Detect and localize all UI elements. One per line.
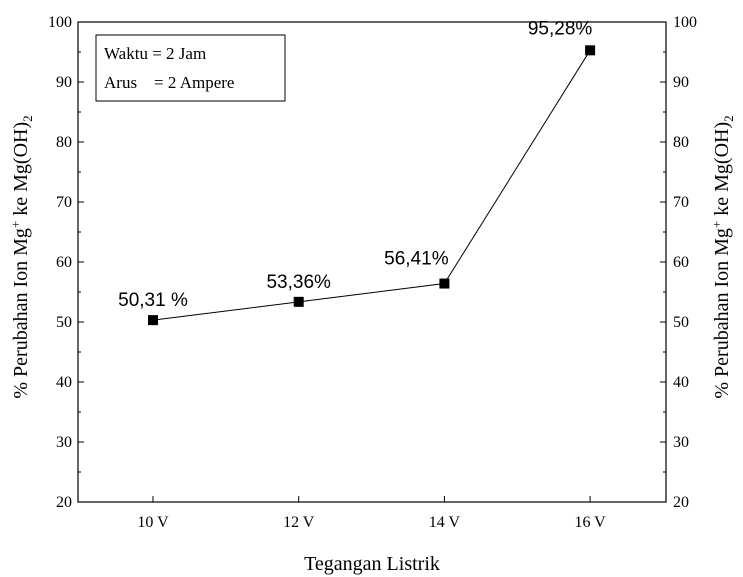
y-tick-label-left: 100 <box>48 14 72 31</box>
y-tick-label-left: 20 <box>56 494 72 511</box>
y-tick-label-right: 60 <box>673 254 689 271</box>
y-title-sup: + <box>8 221 23 228</box>
x-tick-label: 16 V <box>574 514 606 531</box>
y-tick-label-right: 80 <box>673 134 689 151</box>
series-line <box>152 50 591 321</box>
y-tick-label-right: 90 <box>673 74 689 91</box>
y-title-middle: ke Mg(OH) <box>10 122 32 221</box>
y-axis-title-right: % Perubahan Ion Mg+ ke Mg(OH)2 <box>709 100 738 423</box>
y-title-right-middle: ke Mg(OH) <box>711 122 733 221</box>
y-tick-label-left: 30 <box>56 434 72 451</box>
y-tick-label-left: 40 <box>56 374 72 391</box>
annotation-line-2: Arus = 2 Ampere <box>104 73 234 92</box>
x-tick-label: 10 V <box>137 514 169 531</box>
y-tick-label-left: 90 <box>56 74 72 91</box>
data-label: 56,41% <box>384 249 449 270</box>
x-axis-title: Tegangan Listrik <box>304 553 440 575</box>
y-tick-label-left: 60 <box>56 254 72 271</box>
data-point-marker <box>148 315 158 326</box>
y-tick-label-right: 50 <box>673 314 689 331</box>
y-title-right-prefix: % Perubahan Ion Mg <box>711 228 733 399</box>
y-tick-label-right: 70 <box>673 194 689 211</box>
data-labels: 50,31 % 53,36% 56,41% 95,28% <box>118 18 592 311</box>
y-tick-label-right: 20 <box>673 494 689 511</box>
y-tick-label-right: 100 <box>673 14 697 31</box>
y-axis-title-left: % Perubahan Ion Mg+ ke Mg(OH)2 <box>8 100 37 423</box>
y-tick-label-left: 70 <box>56 194 72 211</box>
data-point-marker <box>439 278 450 289</box>
x-tick-label: 14 V <box>429 514 461 531</box>
data-label: 53,36% <box>266 272 331 293</box>
data-point-marker <box>585 45 596 56</box>
x-axis: 10 V 12 V 14 V 16 V <box>137 496 606 531</box>
data-label: 95,28% <box>528 18 593 39</box>
y-tick-label-right: 40 <box>673 374 689 391</box>
y-tick-label-left: 80 <box>56 134 72 151</box>
x-tick-label: 12 V <box>283 514 315 531</box>
y-axis-right: 20 30 40 50 60 70 80 90 100 <box>660 14 697 511</box>
y-title-prefix: % Perubahan Ion Mg <box>10 228 32 399</box>
y-tick-label-left: 50 <box>56 314 72 331</box>
y-title-right-sub: 2 <box>721 115 736 122</box>
data-point-marker <box>293 296 304 307</box>
annotation-box-frame <box>95 34 286 102</box>
y-axis-left: 20 30 40 50 60 70 80 90 100 <box>48 14 84 511</box>
annotation-box: Waktu = 2 Jam Arus = 2 Ampere <box>95 34 286 102</box>
y-title-right-sup: + <box>709 221 724 228</box>
y-tick-label-right: 30 <box>673 434 689 451</box>
series-markers <box>148 45 596 326</box>
y-title-sub: 2 <box>20 115 35 122</box>
annotation-line-1: Waktu = 2 Jam <box>104 44 206 63</box>
data-label: 50,31 % <box>118 290 188 311</box>
